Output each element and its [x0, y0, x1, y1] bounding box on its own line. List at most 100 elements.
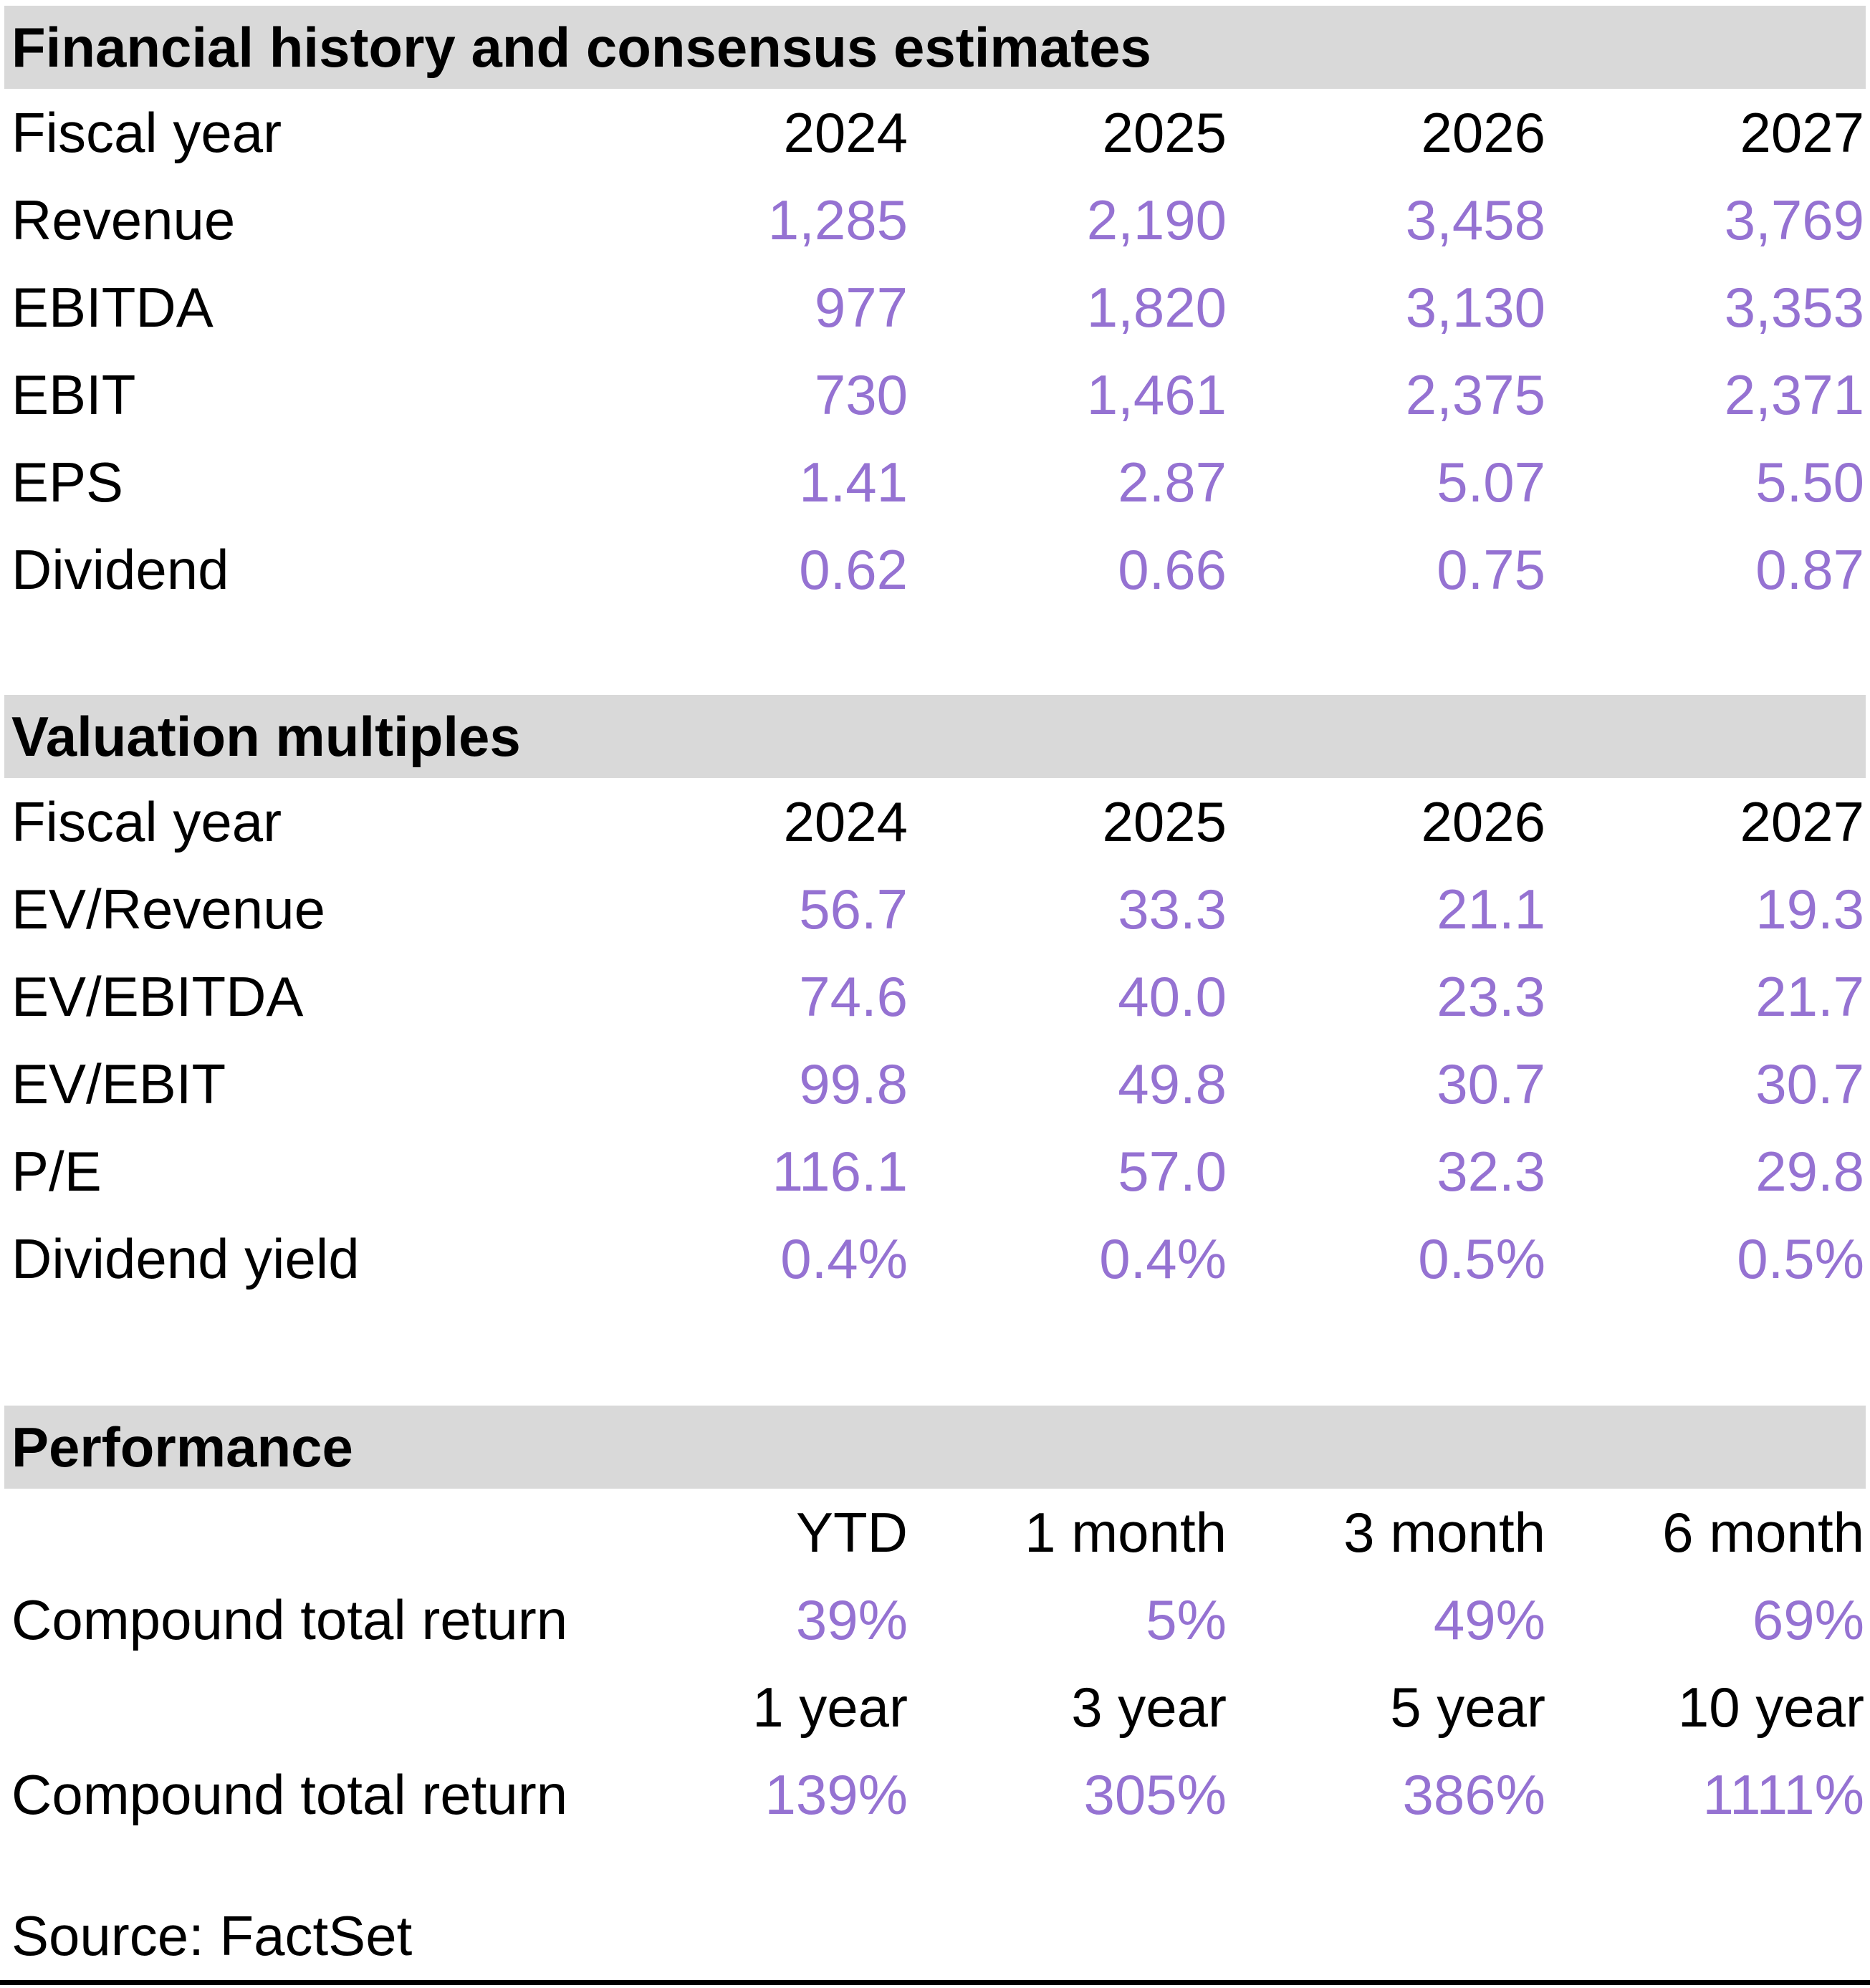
row-label: Revenue	[11, 188, 236, 251]
period-column-header: 10 year	[1677, 1675, 1864, 1739]
row-label: Compound total return	[11, 1588, 568, 1651]
source-text: Source: FactSet	[11, 1903, 413, 1967]
value-cell: 49%	[1433, 1588, 1545, 1651]
section-title: Performance	[11, 1415, 353, 1479]
row-label: Dividend yield	[11, 1226, 360, 1290]
period-column-header: 3 year	[1071, 1675, 1227, 1739]
year-column-header: 2024	[783, 789, 908, 853]
value-cell: 32.3	[1437, 1139, 1545, 1203]
table-header-row: Fiscal year 2024 2025 2026 2027	[0, 778, 1870, 865]
value-cell: 33.3	[1118, 877, 1227, 941]
column-header-label: Fiscal year	[11, 100, 282, 164]
year-column-header: 2027	[1740, 100, 1864, 164]
value-cell: 0.4%	[780, 1226, 908, 1290]
year-column-header: 2027	[1740, 789, 1864, 853]
period-column-header: 5 year	[1390, 1675, 1545, 1739]
column-header-label	[0, 1663, 595, 1751]
value-cell: 3,353	[1724, 275, 1864, 339]
row-label: EV/Revenue	[11, 877, 325, 941]
value-cell: 5.07	[1437, 450, 1545, 514]
row-label: Compound total return	[11, 1762, 568, 1826]
value-cell: 0.5%	[1737, 1226, 1864, 1290]
table-row: Compound total return 39% 5% 49% 69%	[0, 1576, 1870, 1663]
value-cell: 99.8	[799, 1052, 908, 1115]
value-cell: 19.3	[1755, 877, 1864, 941]
value-cell: 2,190	[1086, 188, 1227, 251]
value-cell: 386%	[1402, 1762, 1546, 1826]
section-header-valuation-multiples: Valuation multiples	[4, 695, 1866, 778]
period-column-header: 1 year	[752, 1675, 908, 1739]
year-column-header: 2024	[783, 100, 908, 164]
value-cell: 2.87	[1118, 450, 1227, 514]
row-label: Dividend	[11, 537, 229, 601]
table-row: EV/Revenue 56.7 33.3 21.1 19.3	[0, 865, 1870, 953]
year-column-header: 2026	[1421, 789, 1545, 853]
value-cell: 2,375	[1405, 362, 1545, 426]
value-cell: 2,371	[1724, 362, 1864, 426]
financial-history-table: Fiscal year 2024 2025 2026 2027 Revenue …	[0, 89, 1870, 613]
value-cell: 0.62	[799, 537, 908, 601]
table-row: EBITDA 977 1,820 3,130 3,353	[0, 264, 1870, 351]
value-cell: 0.87	[1755, 537, 1864, 601]
year-column-header: 2025	[1102, 789, 1227, 853]
value-cell: 56.7	[799, 877, 908, 941]
performance-table: YTD 1 month 3 month 6 month Compound tot…	[0, 1489, 1870, 1838]
value-cell: 49.8	[1118, 1052, 1227, 1115]
value-cell: 1,285	[767, 188, 908, 251]
table-row: Dividend yield 0.4% 0.4% 0.5% 0.5%	[0, 1215, 1870, 1302]
value-cell: 39%	[795, 1588, 908, 1651]
value-cell: 29.8	[1755, 1139, 1864, 1203]
value-cell: 5.50	[1755, 450, 1864, 514]
value-cell: 21.7	[1755, 964, 1864, 1028]
value-cell: 30.7	[1755, 1052, 1864, 1115]
value-cell: 3,458	[1405, 188, 1545, 251]
column-header-label: Fiscal year	[11, 789, 282, 853]
value-cell: 116.1	[772, 1139, 908, 1203]
row-label: EBITDA	[11, 275, 214, 339]
value-cell: 0.4%	[1099, 1226, 1227, 1290]
table-row: EV/EBIT 99.8 49.8 30.7 30.7	[0, 1040, 1870, 1128]
row-label: EPS	[11, 450, 124, 514]
value-cell: 1,461	[1086, 362, 1227, 426]
value-cell: 21.1	[1437, 877, 1545, 941]
value-cell: 23.3	[1437, 964, 1545, 1028]
table-header-row: Fiscal year 2024 2025 2026 2027	[0, 89, 1870, 176]
valuation-multiples-table: Fiscal year 2024 2025 2026 2027 EV/Reven…	[0, 778, 1870, 1302]
year-column-header: 2025	[1102, 100, 1227, 164]
table-row: EV/EBITDA 74.6 40.0 23.3 21.7	[0, 953, 1870, 1040]
table-row: Revenue 1,285 2,190 3,458 3,769	[0, 176, 1870, 264]
row-label: EV/EBITDA	[11, 964, 304, 1028]
table-row: EPS 1.41 2.87 5.07 5.50	[0, 438, 1870, 526]
period-column-header: 1 month	[1025, 1500, 1227, 1564]
table-row: Compound total return 139% 305% 386% 111…	[0, 1751, 1870, 1838]
period-column-header: 3 month	[1343, 1500, 1545, 1564]
value-cell: 0.75	[1437, 537, 1545, 601]
column-header-label	[0, 1489, 595, 1576]
period-column-header: YTD	[796, 1500, 908, 1564]
value-cell: 305%	[1083, 1762, 1227, 1826]
value-cell: 1,820	[1086, 275, 1227, 339]
value-cell: 139%	[764, 1762, 908, 1826]
table-header-row: 1 year 3 year 5 year 10 year	[0, 1663, 1870, 1751]
value-cell: 1111%	[1702, 1762, 1864, 1826]
section-header-performance: Performance	[4, 1406, 1866, 1489]
value-cell: 977	[814, 275, 908, 339]
table-row: EBIT 730 1,461 2,375 2,371	[0, 351, 1870, 438]
period-column-header: 6 month	[1662, 1500, 1864, 1564]
value-cell: 3,769	[1724, 188, 1864, 251]
table-row: Dividend 0.62 0.66 0.75 0.87	[0, 526, 1870, 613]
table-row: P/E 116.1 57.0 32.3 29.8	[0, 1128, 1870, 1215]
section-title: Valuation multiples	[11, 704, 521, 768]
value-cell: 0.5%	[1418, 1226, 1545, 1290]
section-title: Financial history and consensus estimate…	[11, 15, 1151, 79]
value-cell: 57.0	[1118, 1139, 1227, 1203]
value-cell: 30.7	[1437, 1052, 1545, 1115]
value-cell: 5%	[1146, 1588, 1227, 1651]
value-cell: 1.41	[799, 450, 908, 514]
bottom-divider	[0, 1980, 1870, 1985]
table-header-row: YTD 1 month 3 month 6 month	[0, 1489, 1870, 1576]
section-header-financial-history: Financial history and consensus estimate…	[4, 6, 1866, 89]
value-cell: 730	[814, 362, 908, 426]
value-cell: 3,130	[1405, 275, 1545, 339]
